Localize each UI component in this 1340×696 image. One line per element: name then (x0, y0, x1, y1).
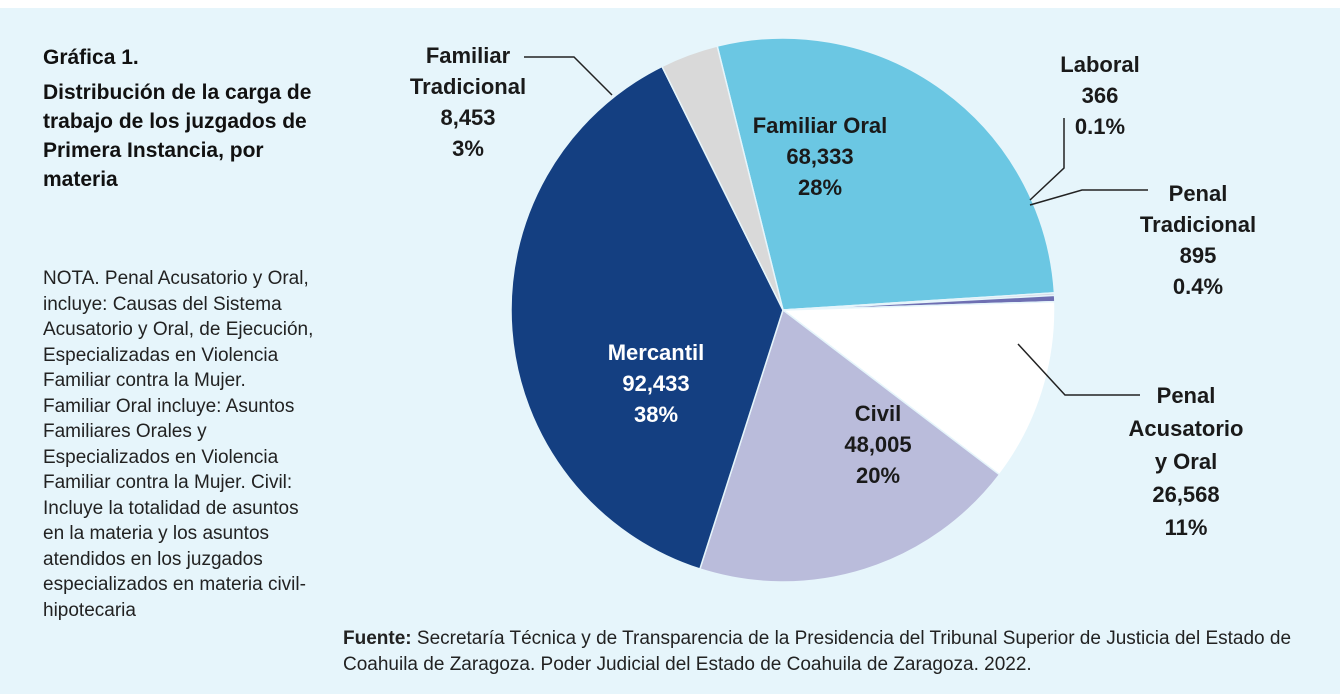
pie-slice-penal-acusatorio-y-oral (780, 300, 1056, 476)
pie-slice-civil (698, 308, 1001, 583)
slice-label-laboral: Laboral 366 0.1% (1060, 52, 1139, 139)
leader-line-penal-acusatorio-y-oral (1017, 343, 1140, 396)
chart-title: Gráfica 1. Distribución de la carga de t… (43, 44, 333, 194)
slice-label-familiar-oral: Familiar Oral 68,333 28% (753, 113, 888, 200)
pie-slice-familiar-oral (716, 37, 1056, 311)
figure-number: Gráfica 1. (43, 46, 139, 69)
chart-note: NOTA. Penal Acusatorio y Oral, incluye: … (43, 268, 314, 621)
slice-labels: Familiar Oral 68,333 28%Laboral 366 0.1%Pena… (410, 43, 1256, 540)
pie-slices (510, 37, 1056, 583)
slice-label-penal-acusatorio-y-oral: Penal Acusatorio y Oral 26,568 11% (1129, 383, 1244, 540)
leader-line-penal-tradicional (1029, 189, 1148, 206)
slice-label-mercantil: Mercantil 92,433 38% (608, 340, 705, 427)
slice-label-penal-tradicional: Penal Tradicional 895 0.4% (1140, 181, 1256, 299)
pie-slice-familiar-tradicional (660, 45, 784, 311)
leader-line-laboral (1029, 118, 1065, 201)
leader-line-familiar-tradicional (524, 56, 613, 96)
source-text: Secretaría Técnica y de Transparencia de… (343, 628, 1292, 675)
figure-caption: Distribución de la carga de trabajo de l… (43, 81, 312, 191)
pie-slice-mercantil (510, 65, 784, 570)
source-note: Fuente: Secretaría Técnica y de Transpar… (343, 626, 1323, 678)
leader-lines (524, 56, 1148, 396)
source-label: Fuente: (343, 628, 412, 649)
slice-label-familiar-tradicional: Familiar Tradicional 8,453 3% (410, 43, 526, 161)
slice-label-civil: Civil 48,005 20% (844, 401, 911, 488)
